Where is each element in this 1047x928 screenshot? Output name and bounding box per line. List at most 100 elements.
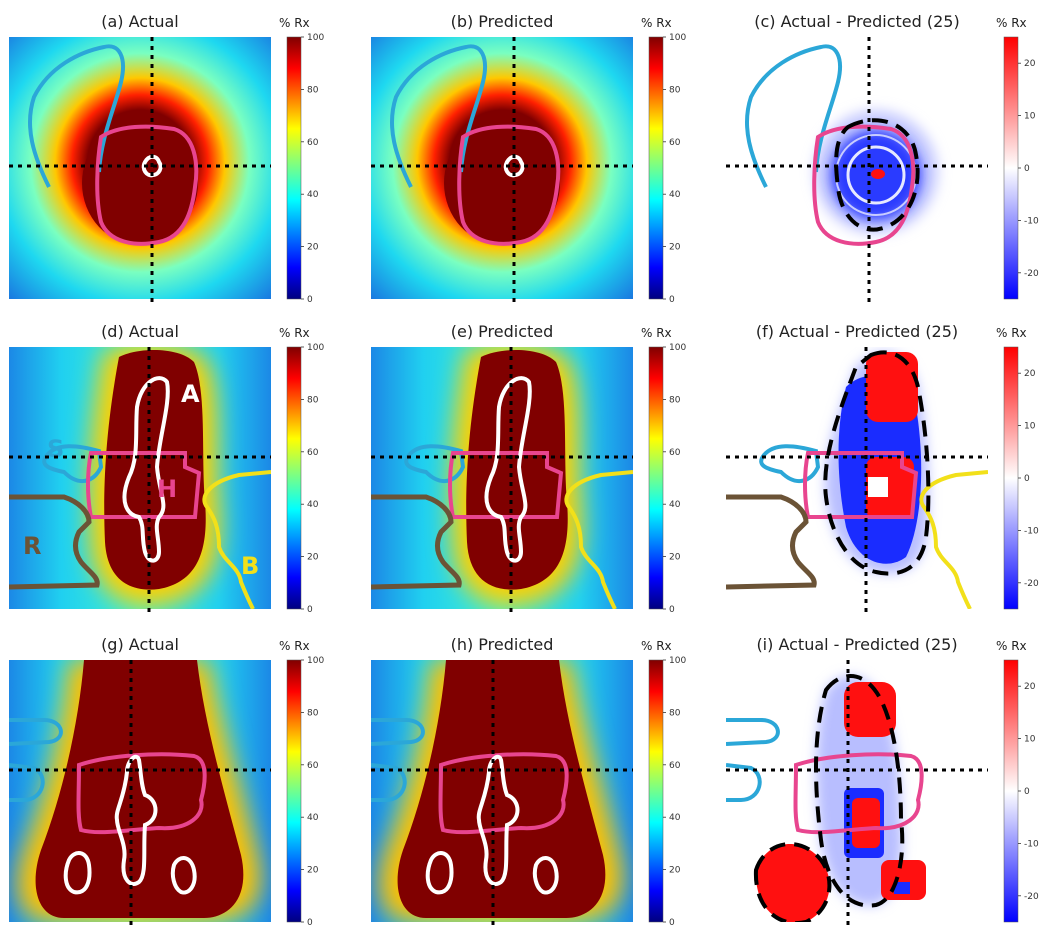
colorbar-tick: 100 — [307, 33, 324, 43]
bowel-contour — [202, 470, 271, 609]
panel-title: (g) Actual — [101, 635, 179, 654]
colorbar-tick: 100 — [669, 343, 686, 353]
panel-c — [726, 37, 988, 307]
colorbar-tick: 10 — [1024, 422, 1036, 432]
colorbar-tick: 100 — [307, 343, 324, 353]
colorbar: % Rx 100 80 60 40 20 0 — [279, 326, 324, 615]
colorbar-tick: 10 — [1024, 735, 1036, 745]
colorbar: % Rx 20 10 0 -10 -20 — [996, 326, 1039, 610]
colorbar: % Rx 20 10 0 -10 -20 — [996, 639, 1039, 923]
colorbar-tick: 20 — [307, 243, 319, 253]
colorbar-tick: 100 — [307, 656, 324, 666]
panel-g — [9, 660, 271, 928]
colorbar-tick: 40 — [669, 190, 681, 200]
femur-contour — [371, 494, 462, 590]
colorbar-tick: 80 — [307, 708, 319, 718]
bowel-contour — [564, 470, 633, 609]
colorbar-tick: 0 — [307, 918, 313, 928]
colorbar-tick: -20 — [1024, 579, 1039, 589]
colorbar-tick: 80 — [307, 395, 319, 405]
rectum-contour — [389, 44, 487, 188]
colorbar-label: % Rx — [641, 326, 672, 340]
ovoid-left-contour — [63, 851, 92, 895]
colorbar-label: % Rx — [996, 639, 1027, 653]
colorbar-tick: 40 — [669, 813, 681, 823]
colorbar-tick: 40 — [669, 500, 681, 510]
colorbar-label: % Rx — [641, 16, 672, 30]
femur-contour — [726, 494, 817, 590]
panel-title: (a) Actual — [101, 12, 179, 31]
colorbar-tick: 20 — [1024, 59, 1036, 69]
colorbar-tick: -10 — [1024, 216, 1039, 226]
colorbar-tick: 60 — [307, 138, 319, 148]
colorbar-tick: 20 — [1024, 682, 1036, 692]
colorbar-tick: 100 — [669, 33, 686, 43]
panel-i — [726, 660, 988, 928]
colorbar-tick: -10 — [1024, 839, 1039, 849]
colorbar-tick: 40 — [307, 813, 319, 823]
colorbar: % Rx 100 80 60 40 20 0 — [641, 639, 686, 928]
colorbar-tick: 20 — [1024, 369, 1036, 379]
colorbar-tick: 20 — [307, 866, 319, 876]
colorbar-label: % Rx — [279, 326, 310, 340]
panel-title: (h) Predicted — [451, 635, 554, 654]
rectum-contour — [371, 718, 425, 802]
colorbar-tick: 60 — [307, 761, 319, 771]
panel-title: (e) Predicted — [451, 322, 554, 341]
label-R: R — [23, 532, 41, 560]
label-S: S — [47, 435, 64, 463]
colorbar-tick: 0 — [307, 605, 313, 615]
panel-h — [371, 660, 633, 928]
colorbar-tick: 0 — [669, 918, 675, 928]
ovoid-right-contour — [532, 856, 559, 895]
label-B: B — [241, 552, 259, 580]
colorbar-tick: 20 — [669, 866, 681, 876]
femur-contour — [9, 494, 100, 590]
colorbar-tick: 80 — [669, 395, 681, 405]
ovoid-left-contour — [425, 851, 454, 895]
label-A: A — [181, 380, 200, 408]
colorbar: % Rx 100 80 60 40 20 0 — [641, 326, 686, 615]
colorbar-tick: 20 — [669, 243, 681, 253]
bladder-contour — [448, 451, 564, 519]
colorbar-tick: 0 — [1024, 787, 1030, 797]
bowel-contour — [919, 470, 988, 609]
colorbar-tick: -10 — [1024, 526, 1039, 536]
colorbar-tick: 100 — [669, 656, 686, 666]
colorbar: % Rx 100 80 60 40 20 0 — [279, 639, 324, 928]
colorbar-tick: 0 — [669, 295, 675, 305]
colorbar-label: % Rx — [279, 16, 310, 30]
bladder-contour — [457, 124, 561, 246]
colorbar-tick: 80 — [669, 85, 681, 95]
colorbar-tick: 20 — [669, 553, 681, 563]
ovoid-right-contour — [170, 856, 197, 895]
rectum-contour — [9, 718, 63, 802]
bladder-contour — [438, 752, 569, 835]
rectum-contour — [744, 44, 842, 188]
panel-f — [726, 347, 988, 617]
bladder-contour — [86, 451, 202, 519]
bladder-contour — [793, 752, 924, 835]
colorbar-label: % Rx — [996, 326, 1027, 340]
colorbar-tick: 80 — [307, 85, 319, 95]
applicator-contour — [476, 754, 520, 886]
colorbar: % Rx 20 10 0 -10 -20 — [996, 16, 1039, 300]
panel-title: (f) Actual - Predicted (25) — [756, 322, 958, 341]
colorbar-tick: 80 — [669, 708, 681, 718]
rectum-contour — [27, 44, 125, 188]
colorbar-tick: 0 — [1024, 474, 1030, 484]
panel-a — [9, 37, 271, 307]
colorbar-tick: 10 — [1024, 112, 1036, 122]
bladder-contour — [812, 124, 916, 246]
colorbar-tick: 0 — [1024, 164, 1030, 174]
bladder-contour — [76, 752, 207, 835]
colorbar-tick: 60 — [307, 448, 319, 458]
panel-title: (d) Actual — [101, 322, 179, 341]
panel-title: (c) Actual - Predicted (25) — [754, 12, 959, 31]
colorbar-tick: 60 — [669, 761, 681, 771]
panel-d: A S H R B — [9, 347, 271, 617]
applicator-contour — [114, 754, 158, 886]
colorbar-tick: 0 — [669, 605, 675, 615]
bladder-contour — [803, 451, 919, 519]
